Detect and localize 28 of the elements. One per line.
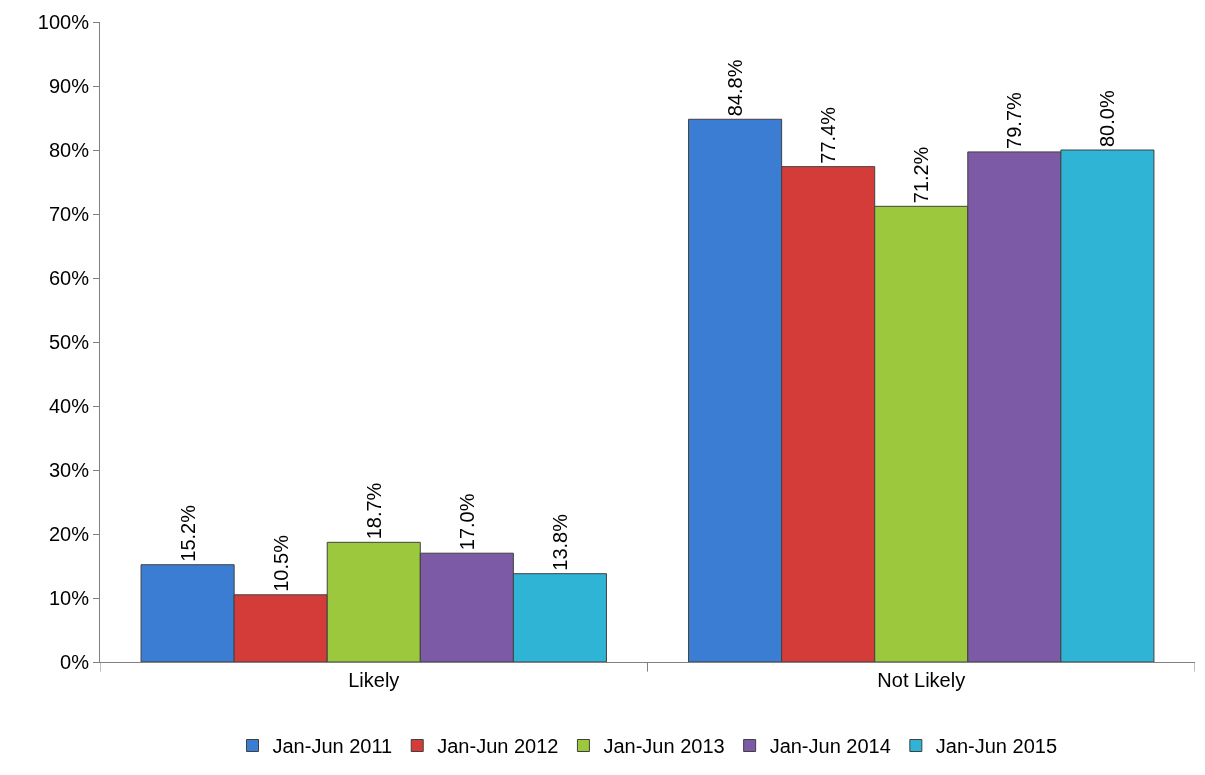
x-tick-label: Not Likely <box>877 669 966 691</box>
data-label: 79.7% <box>1003 91 1026 149</box>
y-tick-label: 80% <box>48 139 90 161</box>
data-label: 17.0% <box>455 493 478 551</box>
legend-label: Jan-Jun 2015 <box>935 735 1058 758</box>
y-tick-label: 30% <box>48 459 90 481</box>
y-tick-label: 0% <box>60 651 90 673</box>
y-tick-label: 90% <box>48 75 90 97</box>
y-tick-label: 50% <box>48 331 90 353</box>
data-label: 84.8% <box>724 59 747 117</box>
y-tick-label: 70% <box>48 203 90 225</box>
y-tick-label: 20% <box>48 523 90 545</box>
data-label: 15.2% <box>176 504 199 562</box>
y-tick-label: 60% <box>48 267 90 289</box>
legend-label: Jan-Jun 2012 <box>437 735 559 758</box>
data-label: 18.7% <box>362 482 385 540</box>
data-label: 77.4% <box>817 106 840 164</box>
data-label: 10.5% <box>269 534 292 592</box>
data-label: 13.8% <box>548 513 571 571</box>
legend-label: Jan-Jun 2014 <box>769 735 891 758</box>
x-tick-label: Likely <box>348 669 400 691</box>
legend-label: Jan-Jun 2013 <box>603 735 725 758</box>
y-tick-label: 100% <box>37 11 90 33</box>
y-tick-label: 10% <box>48 587 90 609</box>
y-tick-label: 40% <box>48 395 90 417</box>
legend-label: Jan-Jun 2011 <box>272 735 393 758</box>
data-label: 80.0% <box>1096 90 1119 147</box>
data-label: 71.2% <box>910 146 933 204</box>
